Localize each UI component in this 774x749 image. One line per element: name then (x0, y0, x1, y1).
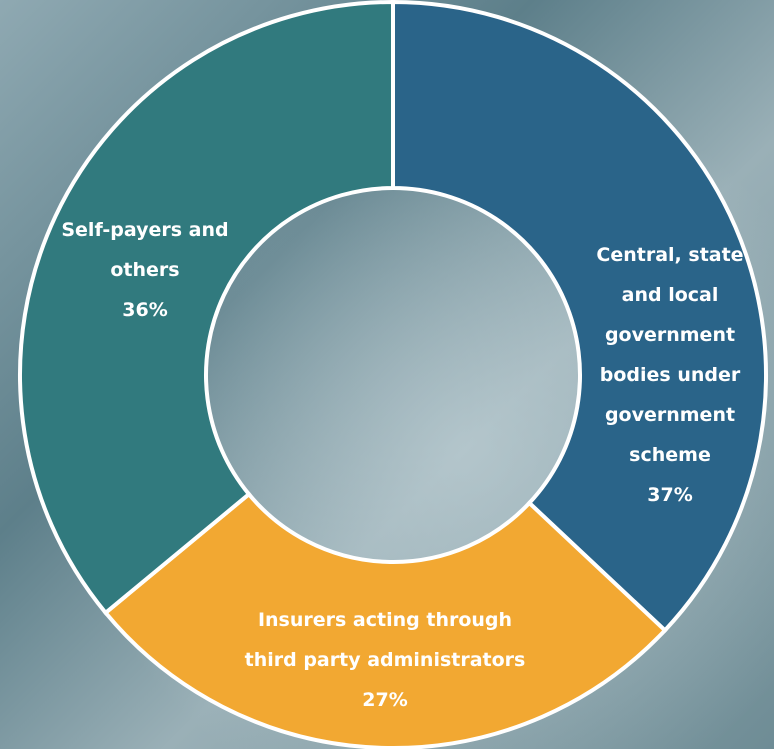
value-label: 27% (362, 689, 408, 711)
donut-segment (102, 491, 668, 749)
value-label: 36% (122, 299, 168, 321)
donut-segment (391, 0, 768, 634)
segment-label: Central, state and local government bodi… (585, 235, 755, 515)
value-label: 37% (647, 484, 693, 506)
segment-label: Self-payers and others 36% (60, 210, 230, 330)
category-name: Central, state and local government bodi… (596, 244, 744, 466)
category-name: Insurers acting through third party admi… (244, 609, 526, 671)
category-name: Self-payers and others (61, 219, 229, 281)
donut-segment (18, 0, 395, 616)
segment-label: Insurers acting through third party admi… (235, 600, 535, 720)
